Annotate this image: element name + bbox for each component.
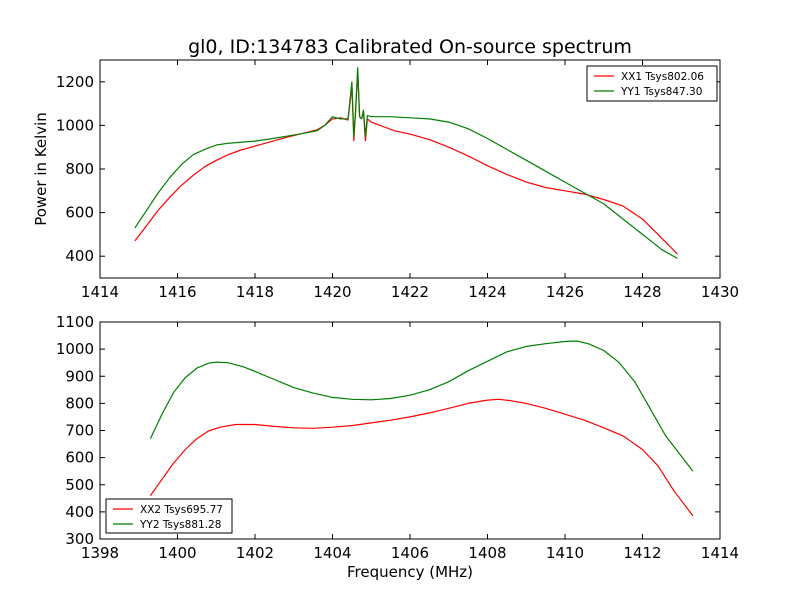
x-tick-label: 1428 — [623, 283, 661, 301]
x-tick-label: 1426 — [546, 283, 584, 301]
x-tick-label: 1430 — [701, 283, 739, 301]
y-tick-label: 1000 — [56, 116, 94, 134]
series-line-1 — [149, 398, 694, 517]
y-tick-label: 600 — [65, 204, 94, 222]
x-tick-label: 1422 — [391, 283, 429, 301]
x-tick-label: 1402 — [236, 544, 274, 562]
series-line-2 — [134, 66, 678, 259]
x-tick-label: 1400 — [158, 544, 196, 562]
x-tick-label: 1406 — [391, 544, 429, 562]
y-tick-label: 500 — [65, 476, 94, 494]
series-line-2 — [149, 340, 694, 472]
legend-label-2: YY1 Tsys847.30 — [620, 86, 702, 98]
x-tick-label: 1420 — [313, 283, 351, 301]
x-tick-label: 1418 — [236, 283, 274, 301]
y-tick-label: 1200 — [56, 73, 94, 91]
x-tick-label: 1404 — [313, 544, 351, 562]
x-tick-label: 1412 — [623, 544, 661, 562]
y-tick-label: 300 — [65, 530, 94, 548]
y-tick-label: 700 — [65, 422, 94, 440]
x-axis-label: Frequency (MHz) — [347, 563, 473, 581]
legend-box — [105, 498, 233, 534]
y-tick-label: 1100 — [56, 313, 94, 331]
y-tick-label: 400 — [65, 247, 94, 265]
x-tick-label: 1414 — [81, 283, 119, 301]
x-tick-label: 1398 — [81, 544, 119, 562]
y-tick-label: 800 — [65, 394, 94, 412]
legend-label-2: YY2 Tsys881.28 — [139, 519, 221, 531]
x-tick-label: 1410 — [546, 544, 584, 562]
x-tick-label: 1416 — [158, 283, 196, 301]
x-tick-label: 1414 — [701, 544, 739, 562]
legend-box — [586, 65, 718, 102]
legend-label-1: XX2 Tsys695.77 — [140, 504, 223, 516]
x-tick-label: 1408 — [468, 544, 506, 562]
y-axis-label: Power in Kelvin — [32, 112, 50, 226]
y-tick-label: 900 — [65, 367, 94, 385]
y-tick-label: 800 — [65, 160, 94, 178]
chart-title: gl0, ID:134783 Calibrated On-source spec… — [188, 36, 632, 58]
y-tick-label: 400 — [65, 503, 94, 521]
y-tick-label: 1000 — [56, 340, 94, 358]
y-tick-label: 600 — [65, 449, 94, 467]
legend-label-1: XX1 Tsys802.06 — [621, 71, 704, 83]
x-tick-label: 1424 — [468, 283, 506, 301]
